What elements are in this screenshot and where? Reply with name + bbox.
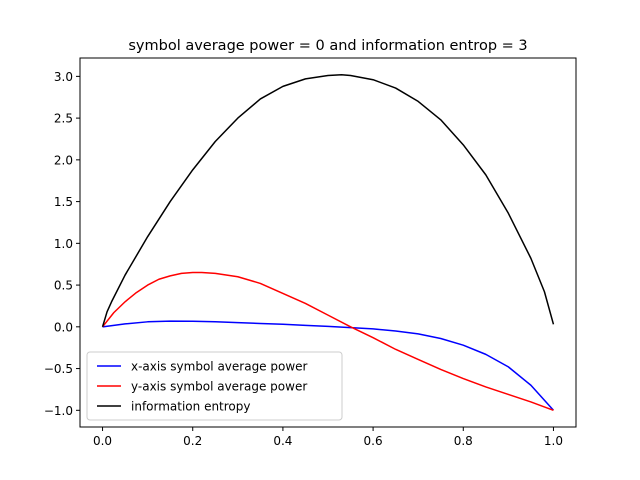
x-tick-label: 0.0 bbox=[93, 434, 112, 448]
x-tick-label: 0.8 bbox=[454, 434, 473, 448]
legend: x-axis symbol average power y-axis symbol… bbox=[86, 351, 343, 421]
y-tick-label: 0.5 bbox=[54, 279, 73, 293]
y-tick-label: 2.0 bbox=[54, 153, 73, 167]
x-tick-label: 0.4 bbox=[273, 434, 292, 448]
series-line-1 bbox=[102, 320, 555, 411]
legend-label-1: x-axis symbol average power bbox=[131, 360, 308, 374]
y-tick-label: 0.0 bbox=[54, 320, 73, 334]
y-tick-label: 1.0 bbox=[54, 237, 73, 251]
x-tick-label: 0.2 bbox=[183, 434, 202, 448]
x-tick-label: 0.6 bbox=[364, 434, 383, 448]
legend-label-3: information entropy bbox=[131, 400, 251, 414]
legend-label-2: y-axis symbol average power bbox=[131, 380, 307, 394]
y-tick-label: 1.5 bbox=[54, 195, 73, 209]
x-tick-label: 1.0 bbox=[544, 434, 563, 448]
y-tick-label: −0.5 bbox=[44, 362, 73, 376]
y-tick-label: 3.0 bbox=[54, 70, 73, 84]
series-line-2 bbox=[101, 271, 554, 412]
series-line-3 bbox=[101, 73, 555, 328]
y-tick-label: 2.5 bbox=[54, 112, 73, 126]
plot-frame bbox=[79, 57, 577, 428]
chart-title: symbol average power = 0 and information… bbox=[128, 38, 527, 54]
legend-box bbox=[86, 351, 343, 421]
y-tick-label: −1.0 bbox=[44, 404, 73, 418]
